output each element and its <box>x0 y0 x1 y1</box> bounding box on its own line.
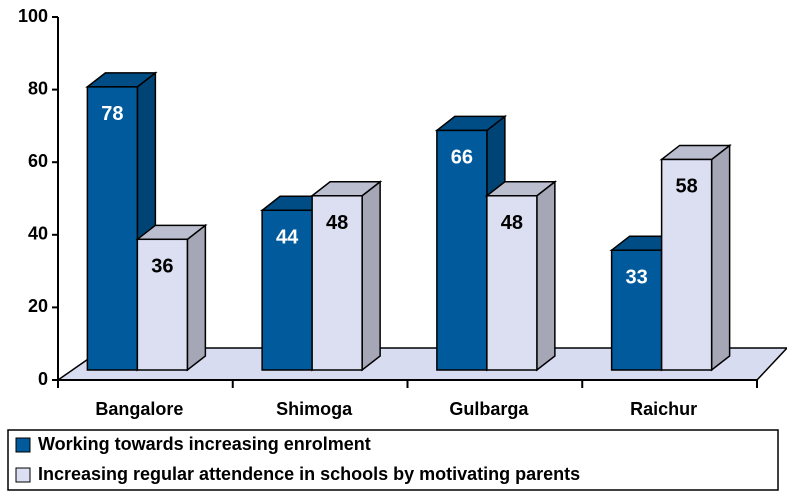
x-tick-label: Raichur <box>630 399 697 419</box>
bar <box>610 249 663 371</box>
bar-side <box>361 180 381 372</box>
y-tick-label: 0 <box>38 369 48 389</box>
legend-swatch <box>15 467 31 483</box>
data-label: 66 <box>451 147 473 169</box>
x-tick-label: Gulbarga <box>449 399 529 419</box>
legend-box <box>7 429 779 491</box>
bar-side <box>186 223 207 372</box>
bar <box>86 86 139 371</box>
y-tick-label: 20 <box>28 296 48 316</box>
bar-side <box>710 143 731 372</box>
data-label: 36 <box>151 256 173 278</box>
y-tick-label: 100 <box>18 6 48 26</box>
bar <box>136 238 189 371</box>
data-label: 58 <box>676 176 698 198</box>
data-label: 78 <box>101 103 123 125</box>
legend-swatch <box>15 437 31 453</box>
bar <box>486 195 538 371</box>
legend-label: Increasing regular attendence in schools… <box>38 464 580 484</box>
x-tick-label: Bangalore <box>95 399 183 419</box>
data-label: 33 <box>626 266 648 288</box>
y-tick-label: 80 <box>28 78 48 98</box>
y-tick-label: 60 <box>28 151 48 171</box>
legend-label: Working towards increasing enrolment <box>38 434 371 454</box>
data-label: 48 <box>326 212 348 234</box>
bar <box>311 195 363 371</box>
x-tick-label: Shimoga <box>276 399 353 419</box>
y-tick-label: 40 <box>28 224 48 244</box>
bar <box>660 158 713 371</box>
bar-side <box>536 180 556 372</box>
data-label: 44 <box>276 227 299 249</box>
data-label: 48 <box>501 212 523 234</box>
